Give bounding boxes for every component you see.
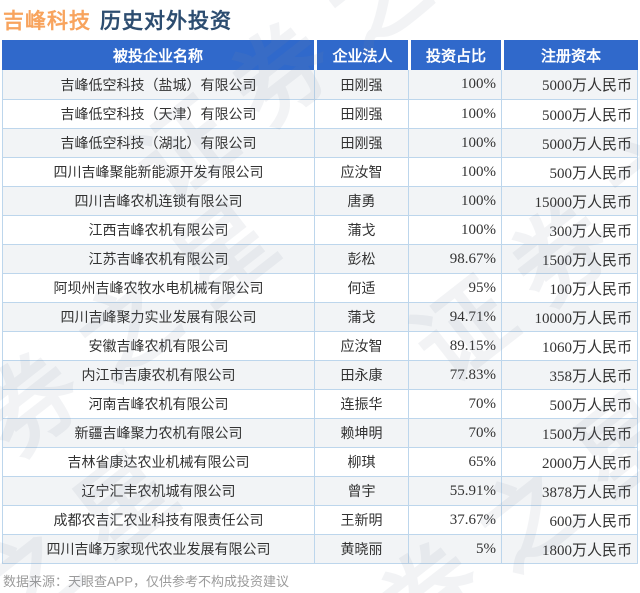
cell-legal-person: 应汝智 [314, 332, 408, 360]
cell-invest-ratio: 100% [408, 158, 501, 186]
cell-invest-ratio: 100% [408, 129, 501, 157]
table-row: 四川吉峰农机连锁有限公司 唐勇 100% 15000万人民币 [3, 186, 637, 215]
cell-invest-ratio: 70% [408, 419, 501, 447]
cell-company-name: 新疆吉峰聚力农机有限公司 [74, 425, 243, 441]
cell-registered-capital: 358万人民币 [501, 361, 637, 389]
table-row: 吉峰低空科技（天津）有限公司 田刚强 100% 5000万人民币 [3, 99, 637, 128]
cell-legal-person: 连振华 [314, 390, 408, 418]
cell-legal-person: 王新明 [314, 506, 408, 534]
cell-registered-capital: 500万人民币 [501, 158, 637, 186]
cell-company-name: 四川吉峰聚力实业发展有限公司 [60, 309, 257, 325]
cell-legal-person: 彭松 [314, 245, 408, 273]
table-row: 吉林省康达农业机械有限公司 柳琪 65% 2000万人民币 [3, 447, 637, 476]
cell-company-name: 吉林省康达农业机械有限公司 [67, 454, 250, 470]
cell-company-name: 四川吉峰聚能新能源开发有限公司 [53, 164, 264, 180]
cell-registered-capital: 600万人民币 [501, 506, 637, 534]
table-row: 江苏吉峰农机有限公司 彭松 98.67% 1500万人民币 [3, 244, 637, 273]
table-row: 安徽吉峰农机有限公司 应汝智 89.15% 1060万人民币 [3, 331, 637, 360]
cell-company-name: 江苏吉峰农机有限公司 [88, 251, 229, 267]
cell-legal-person: 柳琪 [314, 448, 408, 476]
cell-company-name: 辽宁汇丰农机城有限公司 [81, 483, 236, 499]
cell-legal-person: 田刚强 [314, 100, 408, 128]
table-row: 四川吉峰聚力实业发展有限公司 蒲戈 94.71% 10000万人民币 [3, 302, 637, 331]
column-header-registered-capital: 注册资本 [501, 40, 638, 70]
cell-legal-person: 应汝智 [314, 158, 408, 186]
table-row: 辽宁汇丰农机城有限公司 曾宇 55.91% 3878万人民币 [3, 476, 637, 505]
cell-invest-ratio: 100% [408, 100, 501, 128]
cell-invest-ratio: 77.83% [408, 361, 501, 389]
cell-registered-capital: 2000万人民币 [501, 448, 637, 476]
cell-company-name: 内江市吉康农机有限公司 [81, 367, 236, 383]
cell-legal-person: 黄晓丽 [314, 535, 408, 563]
column-header-company: 被投企业名称 [2, 40, 314, 70]
cell-invest-ratio: 94.71% [408, 303, 501, 331]
cell-registered-capital: 5000万人民币 [501, 70, 637, 99]
cell-registered-capital: 3878万人民币 [501, 477, 637, 505]
cell-registered-capital: 10000万人民币 [501, 303, 637, 331]
table-row: 吉峰低空科技（盐城）有限公司 田刚强 100% 5000万人民币 [3, 70, 637, 99]
cell-invest-ratio: 70% [408, 390, 501, 418]
column-header-legal-person: 企业法人 [314, 40, 408, 70]
cell-invest-ratio: 55.91% [408, 477, 501, 505]
table-row: 吉峰低空科技（湖北）有限公司 田刚强 100% 5000万人民币 [3, 128, 637, 157]
cell-company-name: 江西吉峰农机有限公司 [88, 222, 229, 238]
table-body: 吉峰低空科技（盐城）有限公司 田刚强 100% 5000万人民币 吉峰低空科技（… [2, 70, 638, 564]
cell-registered-capital: 100万人民币 [501, 274, 637, 302]
cell-company-name: 吉峰低空科技（湖北）有限公司 [60, 135, 257, 151]
cell-registered-capital: 1500万人民币 [501, 245, 637, 273]
table-row: 江西吉峰农机有限公司 蒲戈 100% 300万人民币 [3, 215, 637, 244]
cell-invest-ratio: 37.67% [408, 506, 501, 534]
cell-registered-capital: 500万人民币 [501, 390, 637, 418]
table-header-row: 被投企业名称 企业法人 投资占比 注册资本 [2, 40, 638, 70]
cell-registered-capital: 15000万人民币 [501, 187, 637, 215]
cell-company-name: 四川吉峰农机连锁有限公司 [74, 193, 243, 209]
cell-company-name: 安徽吉峰农机有限公司 [88, 338, 229, 354]
table-row: 新疆吉峰聚力农机有限公司 赖坤明 70% 1500万人民币 [3, 418, 637, 447]
table-row: 内江市吉康农机有限公司 田永康 77.83% 358万人民币 [3, 360, 637, 389]
cell-invest-ratio: 98.67% [408, 245, 501, 273]
cell-legal-person: 田刚强 [314, 129, 408, 157]
cell-legal-person: 唐勇 [314, 187, 408, 215]
cell-company-name: 阿坝州吉峰农牧水电机械有限公司 [53, 280, 264, 296]
cell-invest-ratio: 100% [408, 216, 501, 244]
table-row: 阿坝州吉峰农牧水电机械有限公司 何适 95% 100万人民币 [3, 273, 637, 302]
cell-registered-capital: 5000万人民币 [501, 100, 637, 128]
cell-legal-person: 蒲戈 [314, 216, 408, 244]
stock-name: 吉峰科技 [3, 10, 91, 33]
cell-company-name: 成都农吉汇农业科技有限责任公司 [53, 512, 264, 528]
cell-registered-capital: 1500万人民币 [501, 419, 637, 447]
cell-legal-person: 曾宇 [314, 477, 408, 505]
investment-table: 被投企业名称 企业法人 投资占比 注册资本 吉峰低空科技（盐城）有限公司 田刚强… [2, 40, 638, 564]
cell-invest-ratio: 89.15% [408, 332, 501, 360]
cell-legal-person: 赖坤明 [314, 419, 408, 447]
data-source-note: 数据来源：天眼查APP，仅供参考不构成投资建议 [3, 574, 290, 589]
cell-invest-ratio: 5% [408, 535, 501, 563]
cell-legal-person: 田永康 [314, 361, 408, 389]
page-title: 吉峰科技 历史对外投资 [3, 5, 232, 35]
cell-company-name: 吉峰低空科技（天津）有限公司 [60, 106, 257, 122]
cell-registered-capital: 5000万人民币 [501, 129, 637, 157]
cell-invest-ratio: 100% [408, 70, 501, 99]
table-row: 四川吉峰万家现代农业发展有限公司 黄晓丽 5% 1800万人民币 [3, 534, 637, 563]
cell-invest-ratio: 100% [408, 187, 501, 215]
cell-registered-capital: 300万人民币 [501, 216, 637, 244]
table-row: 四川吉峰聚能新能源开发有限公司 应汝智 100% 500万人民币 [3, 157, 637, 186]
table-row: 成都农吉汇农业科技有限责任公司 王新明 37.67% 600万人民币 [3, 505, 637, 534]
column-header-invest-ratio: 投资占比 [408, 40, 501, 70]
cell-legal-person: 何适 [314, 274, 408, 302]
report-title: 历史对外投资 [100, 10, 232, 33]
cell-company-name: 河南吉峰农机有限公司 [88, 396, 229, 412]
cell-company-name: 四川吉峰万家现代农业发展有限公司 [46, 541, 271, 557]
cell-legal-person: 田刚强 [314, 70, 408, 99]
cell-registered-capital: 1060万人民币 [501, 332, 637, 360]
cell-invest-ratio: 65% [408, 448, 501, 476]
cell-invest-ratio: 95% [408, 274, 501, 302]
cell-registered-capital: 1800万人民币 [501, 535, 637, 563]
cell-legal-person: 蒲戈 [314, 303, 408, 331]
table-row: 河南吉峰农机有限公司 连振华 70% 500万人民币 [3, 389, 637, 418]
cell-company-name: 吉峰低空科技（盐城）有限公司 [60, 76, 257, 93]
